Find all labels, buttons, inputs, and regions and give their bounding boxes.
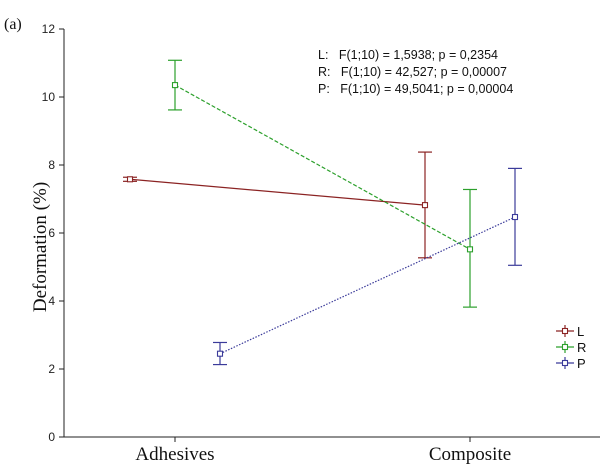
- x-axis: Adhesives Composite: [64, 436, 600, 465]
- data-point: [511, 213, 519, 221]
- stats-line: R: F(1;10) = 42,527; p = 0,00007: [318, 65, 507, 79]
- legend-marker: [561, 327, 569, 335]
- data-point: [126, 176, 134, 183]
- y-axis-label: Deformation (%): [30, 182, 51, 312]
- data-point: [466, 246, 474, 253]
- series-line: [174, 84, 471, 250]
- panel-label: (a): [4, 16, 22, 33]
- legend-label: R: [577, 340, 586, 355]
- y-tick-label: 2: [48, 362, 55, 376]
- data-point: [216, 350, 224, 357]
- y-tick-label: 0: [48, 430, 55, 444]
- y-tick-label: 10: [42, 90, 56, 104]
- x-tick-label: Adhesives: [135, 444, 214, 465]
- series-P: [213, 167, 522, 366]
- stats-line: P: F(1;10) = 49,5041; p = 0,00004: [318, 82, 513, 96]
- series-R: [168, 59, 477, 308]
- legend: LRP: [556, 324, 586, 371]
- series-line: [219, 216, 516, 355]
- y-tick-label: 8: [48, 158, 55, 172]
- stats-annotations: L: F(1;10) = 1,5938; p = 0,2354 R: F(1;10…: [318, 48, 513, 96]
- legend-label: P: [577, 356, 586, 371]
- legend-marker: [561, 359, 569, 367]
- series-line: [129, 178, 426, 206]
- y-tick-label: 12: [42, 22, 56, 36]
- legend-marker: [561, 343, 569, 351]
- x-tick-label: Composite: [429, 444, 511, 465]
- data-point: [171, 82, 179, 89]
- y-tick-label: 6: [48, 226, 55, 240]
- series-L: [123, 151, 432, 259]
- y-tick-label: 4: [48, 294, 55, 308]
- y-axis: 0 2 4 6 8 10 12: [42, 22, 65, 444]
- series-layer: [123, 59, 522, 366]
- legend-label: L: [577, 324, 584, 339]
- data-point: [421, 202, 429, 209]
- stats-line: L: F(1;10) = 1,5938; p = 0,2354: [318, 48, 498, 62]
